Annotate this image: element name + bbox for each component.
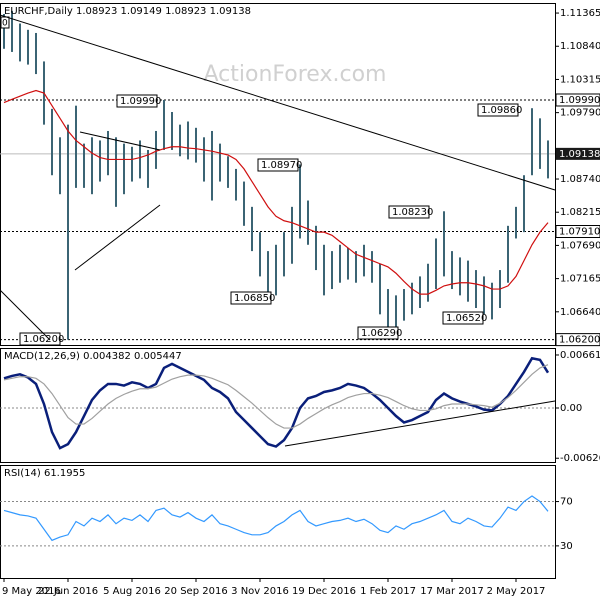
y-tick-label: 1.06640 — [560, 307, 600, 318]
panel-title: EURCHF,Daily 1.08923 1.09149 1.08923 1.0… — [4, 6, 251, 17]
level-label: 1.07910 — [559, 227, 600, 238]
trendlines — [0, 14, 556, 447]
x-tick-label: 9 May 2016 — [2, 586, 61, 597]
annotation-box — [19, 332, 61, 346]
annotation-label: 1.09990 — [120, 96, 161, 107]
panel-frame — [0, 348, 556, 463]
annotation-label: 1.06520 — [446, 313, 487, 324]
y-tick-label: 1.08215 — [560, 207, 600, 218]
x-tick-label: 19 Dec 2016 — [292, 586, 356, 597]
panel-title: MACD(12,26,9) 0.004382 0.005447 — [4, 351, 182, 362]
series-line — [3, 364, 549, 429]
annotation-box — [257, 158, 299, 172]
annotation-label: 1.06200 — [23, 334, 64, 345]
annotation-box — [442, 311, 484, 325]
annotation-box — [230, 291, 272, 305]
x-tick-label: 20 Sep 2016 — [164, 586, 227, 597]
y-tick-label: 70 — [560, 497, 573, 508]
x-tick-label: 5 Aug 2016 — [103, 586, 161, 597]
y-tick-label: 30 — [560, 541, 573, 552]
panel-frame — [0, 465, 556, 579]
annotation-box — [388, 205, 430, 219]
level-label: 1.06200 — [559, 335, 600, 346]
y-tick-label: 1.07690 — [560, 240, 600, 251]
y-tick-label: 1.09790 — [560, 108, 600, 119]
last-price-label: 1.09138 — [559, 149, 600, 160]
level-box — [555, 333, 600, 347]
y-tick-label: 1.10840 — [560, 41, 600, 52]
x-tick-label: 17 Mar 2017 — [420, 586, 483, 597]
y-tick-label: 1.10315 — [560, 74, 600, 85]
series-line — [3, 89, 549, 295]
panel-frame — [0, 3, 556, 346]
series-line — [3, 356, 550, 450]
y-tick-label: 0.00 — [560, 403, 582, 414]
annotation-label: 1.06850 — [234, 293, 275, 304]
last-price-box — [556, 147, 600, 160]
annotation-box — [116, 94, 158, 108]
x-tick-label: 1 Feb 2017 — [360, 586, 416, 597]
x-tick-label: 3 Nov 2016 — [231, 586, 289, 597]
x-tick-label: 2 May 2017 — [487, 586, 546, 597]
level-box — [555, 225, 600, 239]
level-box — [555, 93, 600, 107]
corner-label: 0 — [2, 19, 8, 29]
series-line — [3, 495, 549, 542]
trendline — [0, 289, 51, 341]
y-tick-label: 1.08740 — [560, 174, 600, 185]
annotation-label: 1.06290 — [361, 328, 402, 339]
y-tick-label: 0.00661 — [560, 350, 600, 361]
y-tick-label: 1.07165 — [560, 274, 600, 285]
trendline — [74, 204, 161, 271]
trendline — [0, 14, 556, 191]
trendline — [284, 400, 556, 447]
x-tick-label: 22 Jun 2016 — [38, 586, 98, 597]
annotation-box — [477, 103, 519, 117]
y-tick-label: -0.00626 — [560, 453, 600, 464]
annotation-label: 1.08970 — [261, 160, 302, 171]
trendline — [79, 131, 161, 151]
watermark: ActionForex.com — [204, 62, 387, 87]
annotation-label: 1.09860 — [481, 105, 522, 116]
annotation-label: 1.08230 — [392, 207, 433, 218]
annotation-box — [357, 326, 399, 340]
level-label: 1.09990 — [559, 95, 600, 106]
y-tick-label: 1.11365 — [560, 8, 600, 19]
panel-title: RSI(14) 61.1955 — [4, 468, 85, 479]
